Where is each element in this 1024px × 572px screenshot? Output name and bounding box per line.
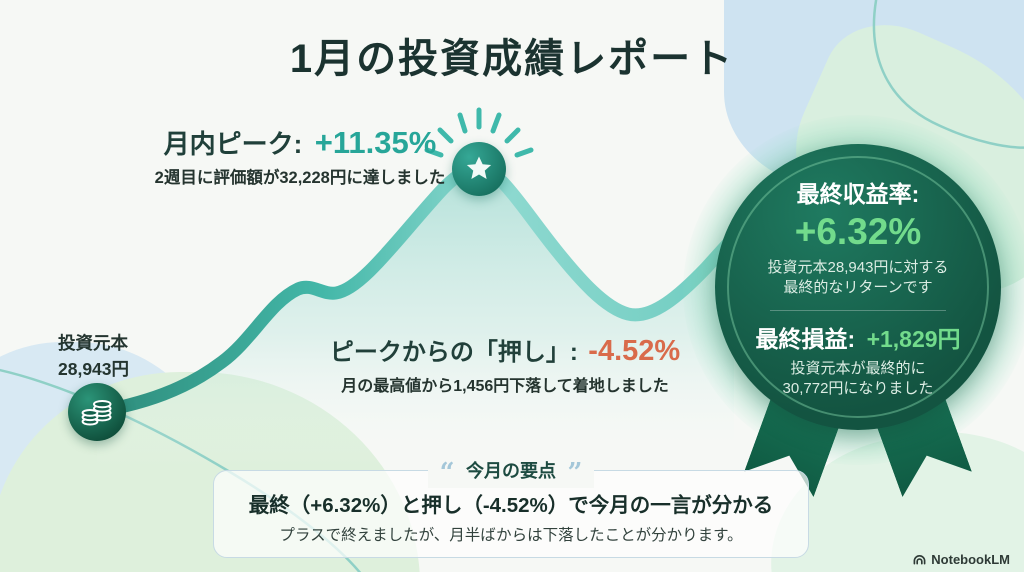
pullback-headline: ピークからの「押し」: -4.52% — [300, 332, 710, 368]
quote-close-icon: ” — [567, 458, 583, 488]
pullback-label: ピークからの「押し」: — [329, 339, 578, 366]
summary-title: “ 今月の要点 ” — [214, 457, 808, 488]
brand-footer: NotebookLM — [912, 552, 1010, 567]
monthly-summary-box: “ 今月の要点 ” 最終（+6.32%）と押し（-4.52%）で今月の一言が分か… — [213, 457, 809, 558]
peak-rays-icon — [424, 107, 534, 158]
star-icon — [452, 142, 506, 196]
brand-name: NotebookLM — [931, 552, 1010, 567]
notebooklm-logo — [913, 555, 926, 565]
badge-circle: 最終収益率: +6.32% 投資元本28,943円に対する 最終的なリターンです… — [715, 144, 1001, 430]
coins-icon — [68, 383, 126, 441]
principal-label: 投資元本 — [58, 333, 128, 353]
principal-callout: 投資元本 28,943円 — [58, 330, 129, 383]
peak-headline: 月内ピーク: +11.35% — [110, 124, 490, 161]
pullback-callout: ピークからの「押し」: -4.52% 月の最高値から1,456円下落して着地しま… — [300, 332, 710, 396]
pullback-value: -4.52% — [588, 335, 681, 367]
summary-main-line: 最終（+6.32%）と押し（-4.52%）で今月の一言が分かる — [248, 494, 774, 517]
summary-sub-line: プラスで終えましたが、月半ばからは下落したことが分かります。 — [279, 527, 743, 544]
principal-amount: 28,943円 — [58, 359, 130, 380]
page-title: 1月の投資成績レポート — [289, 37, 735, 81]
peak-callout: 月内ピーク: +11.35% 2週目に評価額が32,228円に達しました — [110, 124, 490, 188]
summary-heading: 今月の要点 — [466, 461, 556, 481]
pullback-subtitle: 月の最高値から1,456円下落して着地しました — [341, 378, 669, 395]
result-badge: 最終収益率: +6.32% 投資元本28,943円に対する 最終的なリターンです… — [683, 115, 1024, 490]
peak-label: 月内ピーク: — [163, 129, 303, 159]
peak-value: +11.35% — [314, 125, 437, 160]
quote-open-icon: “ — [439, 458, 455, 488]
peak-subtitle: 2週目に評価額が32,228円に達しました — [154, 169, 446, 187]
badge-inner-ring — [727, 156, 989, 418]
trend-line — [90, 162, 741, 419]
